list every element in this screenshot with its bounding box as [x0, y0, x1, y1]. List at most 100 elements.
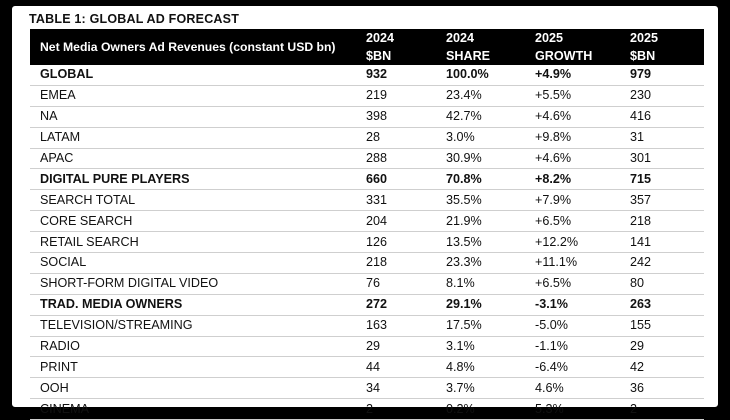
- cell-2024-bn: 660: [356, 168, 436, 191]
- table-row: PRINT 44 4.8% -6.4% 42: [30, 356, 704, 379]
- row-label: SEARCH TOTAL: [30, 189, 356, 212]
- cell-2025-growth: +6.5%: [525, 273, 620, 295]
- cell-2025-bn: 715: [620, 168, 704, 191]
- cell-2024-bn: 288: [356, 148, 436, 170]
- table-row: TRAD. MEDIA OWNERS 272 29.1% -3.1% 263: [30, 294, 704, 316]
- table-caption: TABLE 1: GLOBAL AD FORECAST: [29, 12, 240, 26]
- row-label: RETAIL SEARCH: [30, 231, 356, 254]
- cell-2025-bn: 230: [620, 85, 704, 107]
- row-label: SOCIAL: [30, 252, 356, 274]
- cell-2024-share: 3.7%: [436, 377, 525, 400]
- table-body: GLOBAL 932 100.0% +4.9% 979 EMEA 219 23.4% +5.5%…: [30, 65, 704, 420]
- cell-2024-share: 100.0%: [436, 65, 525, 86]
- header-year: 2025: [535, 31, 564, 45]
- header-year: 2024: [366, 31, 395, 45]
- cell-2024-share: 29.1%: [436, 294, 525, 316]
- cell-2025-growth: +12.2%: [525, 231, 620, 254]
- cell-2025-growth: +5.5%: [525, 85, 620, 107]
- cell-2025-growth: 5.3%: [525, 398, 620, 420]
- header-2025-bn: 2025 $BN: [620, 29, 704, 65]
- cell-2025-bn: 218: [620, 210, 704, 233]
- row-label: OOH: [30, 377, 356, 400]
- cell-2024-bn: 219: [356, 85, 436, 107]
- cell-2024-share: 30.9%: [436, 148, 525, 170]
- cell-2024-bn: 29: [356, 336, 436, 358]
- cell-2024-bn: 163: [356, 315, 436, 337]
- cell-2025-growth: +8.2%: [525, 168, 620, 191]
- row-label: GLOBAL: [30, 65, 356, 86]
- cell-2024-bn: 398: [356, 106, 436, 128]
- cell-2024-share: 17.5%: [436, 315, 525, 337]
- cell-2025-bn: 29: [620, 336, 704, 358]
- cell-2024-bn: 76: [356, 273, 436, 295]
- row-label: APAC: [30, 148, 356, 170]
- cell-2025-bn: 357: [620, 189, 704, 212]
- cell-2024-share: 70.8%: [436, 168, 525, 191]
- cell-2024-share: 21.9%: [436, 210, 525, 233]
- cell-2024-share: 0.2%: [436, 398, 525, 420]
- cell-2025-growth: +6.5%: [525, 210, 620, 233]
- table-row: LATAM 28 3.0% +9.8% 31: [30, 127, 704, 149]
- cell-2025-bn: 42: [620, 356, 704, 379]
- cell-2024-share: 23.3%: [436, 252, 525, 274]
- cell-2024-bn: 218: [356, 252, 436, 274]
- table-row: RADIO 29 3.1% -1.1% 29: [30, 336, 704, 358]
- row-label: SHORT-FORM DIGITAL VIDEO: [30, 273, 356, 295]
- table-row: RETAIL SEARCH 126 13.5% +12.2% 141: [30, 231, 704, 254]
- header-unit: $BN: [630, 49, 656, 63]
- table-row: NA 398 42.7% +4.6% 416: [30, 106, 704, 128]
- header-unit: GROWTH: [535, 49, 593, 63]
- table-row: CINEMA 2 0.2% 5.3% 2: [30, 398, 704, 420]
- row-label: CORE SEARCH: [30, 210, 356, 233]
- table-row: SHORT-FORM DIGITAL VIDEO 76 8.1% +6.5% 80: [30, 273, 704, 295]
- ad-forecast-table: Net Media Owners Ad Revenues (constant U…: [30, 29, 704, 420]
- row-label: NA: [30, 106, 356, 128]
- cell-2025-growth: +4.9%: [525, 65, 620, 86]
- row-label: EMEA: [30, 85, 356, 107]
- cell-2025-growth: +9.8%: [525, 127, 620, 149]
- table-header-row: Net Media Owners Ad Revenues (constant U…: [30, 29, 704, 65]
- cell-2025-bn: 36: [620, 377, 704, 400]
- cell-2024-share: 3.1%: [436, 336, 525, 358]
- cell-2025-growth: -5.0%: [525, 315, 620, 337]
- cell-2024-share: 3.0%: [436, 127, 525, 149]
- cell-2024-bn: 34: [356, 377, 436, 400]
- cell-2024-bn: 204: [356, 210, 436, 233]
- table-row: APAC 288 30.9% +4.6% 301: [30, 148, 704, 170]
- cell-2025-growth: -1.1%: [525, 336, 620, 358]
- cell-2024-bn: 331: [356, 189, 436, 212]
- row-label: TELEVISION/STREAMING: [30, 315, 356, 337]
- cell-2025-bn: 155: [620, 315, 704, 337]
- cell-2024-share: 35.5%: [436, 189, 525, 212]
- cell-2025-bn: 242: [620, 252, 704, 274]
- row-label: RADIO: [30, 336, 356, 358]
- cell-2025-bn: 2: [620, 398, 704, 420]
- cell-2025-growth: +4.6%: [525, 148, 620, 170]
- table-row: DIGITAL PURE PLAYERS 660 70.8% +8.2% 715: [30, 168, 704, 191]
- cell-2024-share: 13.5%: [436, 231, 525, 254]
- row-label: CINEMA: [30, 398, 356, 420]
- table-row: CORE SEARCH 204 21.9% +6.5% 218: [30, 210, 704, 233]
- header-year: 2025: [630, 31, 659, 45]
- cell-2024-bn: 126: [356, 231, 436, 254]
- cell-2025-growth: +11.1%: [525, 252, 620, 274]
- table-row: EMEA 219 23.4% +5.5% 230: [30, 85, 704, 107]
- cell-2024-share: 23.4%: [436, 85, 525, 107]
- row-label: DIGITAL PURE PLAYERS: [30, 168, 356, 191]
- header-unit: SHARE: [446, 49, 491, 63]
- table-row: GLOBAL 932 100.0% +4.9% 979: [30, 65, 704, 86]
- header-year: 2024: [446, 31, 475, 45]
- cell-2025-bn: 416: [620, 106, 704, 128]
- cell-2024-bn: 272: [356, 294, 436, 316]
- cell-2025-bn: 141: [620, 231, 704, 254]
- cell-2024-bn: 44: [356, 356, 436, 379]
- cell-2024-share: 4.8%: [436, 356, 525, 379]
- header-metric: Net Media Owners Ad Revenues (constant U…: [40, 40, 336, 54]
- cell-2024-share: 42.7%: [436, 106, 525, 128]
- cell-2024-bn: 28: [356, 127, 436, 149]
- row-label: TRAD. MEDIA OWNERS: [30, 294, 356, 316]
- row-label: LATAM: [30, 127, 356, 149]
- cell-2025-growth: -6.4%: [525, 356, 620, 379]
- cell-2025-growth: 4.6%: [525, 377, 620, 400]
- header-2024-bn: 2024 $BN: [356, 29, 436, 65]
